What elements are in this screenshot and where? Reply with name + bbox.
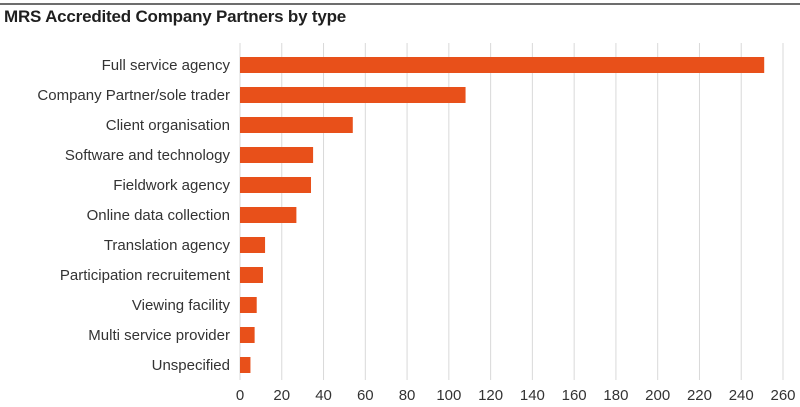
bar: [240, 357, 251, 373]
category-label: Translation agency: [104, 237, 231, 254]
x-tick-label: 0: [236, 387, 244, 404]
bar: [240, 297, 257, 313]
x-tick-label: 220: [687, 387, 712, 404]
x-tick-label: 140: [520, 387, 545, 404]
category-label: Online data collection: [87, 207, 230, 224]
x-tick-label: 200: [645, 387, 670, 404]
bar: [240, 207, 297, 223]
bar: [240, 177, 312, 193]
x-tick-labels: 0 20 40 60 80 100 120 140 160 180 200 220 240 260: [236, 387, 796, 404]
x-tick-label: 120: [478, 387, 503, 404]
bar: [240, 237, 266, 253]
category-label: Viewing facility: [132, 297, 231, 314]
x-tick-label: 80: [399, 387, 416, 404]
x-tick-label: 240: [729, 387, 754, 404]
bar: [240, 327, 255, 343]
x-tick-label: 260: [770, 387, 795, 404]
category-label: Unspecified: [152, 357, 230, 374]
x-tick-label: 40: [315, 387, 332, 404]
category-labels: Full service agency Company Partner/sole …: [37, 57, 230, 374]
x-tick-label: 180: [603, 387, 628, 404]
category-label: Fieldwork agency: [113, 177, 230, 194]
bar: [240, 117, 353, 133]
bar: [240, 147, 314, 163]
category-label: Full service agency: [102, 57, 231, 74]
top-rule: [0, 3, 800, 5]
x-tick-label: 160: [562, 387, 587, 404]
bars: [240, 57, 765, 373]
category-label: Software and technology: [65, 147, 231, 164]
category-label: Company Partner/sole trader: [37, 87, 230, 104]
x-tick-label: 20: [273, 387, 290, 404]
category-label: Client organisation: [106, 117, 230, 134]
bar: [240, 87, 466, 103]
x-tick-label: 100: [436, 387, 461, 404]
category-label: Multi service provider: [88, 327, 230, 344]
bar: [240, 267, 263, 283]
bar: [240, 57, 765, 73]
category-label: Participation recruitement: [60, 267, 231, 284]
chart-title: MRS Accredited Company Partners by type: [4, 7, 347, 26]
x-tick-label: 60: [357, 387, 374, 404]
